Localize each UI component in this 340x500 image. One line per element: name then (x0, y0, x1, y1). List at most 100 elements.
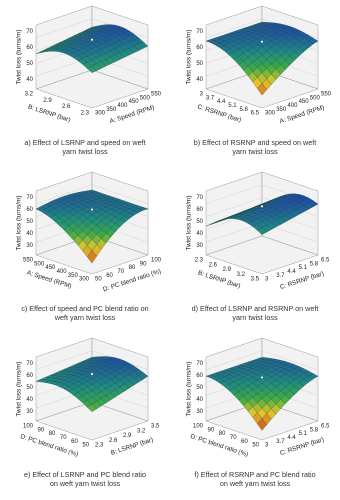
z-tick-label: 60 (26, 373, 33, 379)
z-axis-label: Twist loss (turns/m) (16, 361, 23, 416)
caption: on weft yarn twist loss (220, 479, 291, 488)
right-tick-label: 50 (95, 277, 102, 283)
right-axis-label: C: RSRNP (bar) (279, 270, 325, 291)
right-tick-label: 450 (299, 99, 310, 105)
left-tick-label: 3 (200, 92, 204, 98)
left-tick-label: 300 (79, 277, 90, 283)
z-axis-label: Twist loss (turns/m) (16, 29, 23, 84)
left-tick-label: 60 (71, 439, 78, 445)
design-point (260, 40, 264, 44)
z-tick-label: 40 (26, 77, 33, 83)
z-tick-label: 60 (26, 207, 33, 213)
z-tick-label: 50 (196, 61, 203, 67)
right-tick-label: 6.5 (321, 258, 330, 264)
wall (205, 235, 319, 275)
surface-cell (257, 227, 267, 235)
caption: yarn twist loss (232, 147, 278, 156)
caption: weft yarn twist loss (54, 313, 116, 322)
right-tick-label: 450 (129, 99, 140, 105)
left-tick-label: 2.3 (195, 258, 204, 264)
wall (35, 401, 149, 441)
left-tick-label: 2.6 (209, 262, 218, 268)
left-tick-label: 3.7 (206, 95, 215, 101)
right-tick-label: 80 (129, 265, 136, 271)
right-tick-label: 5.8 (310, 261, 319, 267)
z-axis-label: Twist loss (turns/m) (186, 29, 193, 84)
left-tick-label: 50 (252, 443, 259, 449)
caption: yarn twist loss (62, 147, 108, 156)
right-tick-label: 2.3 (95, 443, 104, 449)
z-tick-label: 70 (196, 29, 203, 35)
left-tick-label: 450 (45, 265, 56, 271)
right-tick-label: 350 (106, 107, 117, 113)
right-tick-label: 4.4 (287, 269, 296, 275)
z-tick-label: 70 (26, 195, 33, 201)
left-tick-label: 100 (193, 424, 204, 430)
right-tick-label: 400 (117, 103, 128, 109)
design-point (90, 208, 94, 212)
right-tick-label: 550 (151, 92, 162, 98)
left-tick-label: 80 (49, 431, 56, 437)
right-tick-label: 3.7 (276, 439, 285, 445)
right-tick-label: 2.6 (109, 438, 118, 444)
caption: yarn twist loss (232, 313, 278, 322)
left-tick-label: 50 (82, 443, 89, 449)
z-tick-label: 30 (26, 243, 33, 249)
z-tick-label: 70 (196, 361, 203, 367)
z-tick-label: 40 (26, 397, 33, 403)
right-tick-label: 5.1 (299, 265, 308, 271)
surface-cell (257, 83, 267, 96)
right-tick-label: 3 (265, 443, 269, 449)
left-tick-label: 5.1 (228, 103, 237, 109)
z-tick-label: 40 (196, 231, 203, 237)
left-tick-label: 2.3 (81, 111, 90, 117)
right-tick-label: 2.9 (123, 433, 132, 439)
right-tick-label: 3.7 (276, 273, 285, 279)
caption: e) Effect of LSRNP and PC blend ratio (24, 470, 146, 479)
surface-cell (87, 66, 97, 73)
right-tick-label: 3.5 (151, 424, 160, 430)
left-tick-label: 80 (219, 431, 226, 437)
wall-grid (205, 350, 319, 370)
left-tick-label: 2.6 (62, 104, 71, 110)
z-tick-label: 60 (196, 45, 203, 51)
left-tick-label: 2.9 (43, 98, 52, 104)
right-tick-label: 550 (321, 92, 332, 98)
caption: f) Effect of RSRNP and PC blend ratio (194, 470, 315, 479)
z-tick-label: 30 (196, 243, 203, 249)
right-tick-label: 6.5 (321, 424, 330, 430)
surface-cell (87, 404, 97, 412)
z-tick-label: 50 (26, 61, 33, 67)
z-tick-label: 70 (26, 29, 33, 35)
left-tick-label: 60 (241, 439, 248, 445)
right-tick-label: 3 (265, 277, 269, 283)
z-tick-label: 60 (26, 45, 33, 51)
right-axis-label: C: RSRNP (bar) (279, 436, 325, 457)
right-tick-label: 300 (95, 111, 106, 117)
right-tick-label: 500 (310, 95, 321, 101)
right-tick-label: 5.1 (299, 431, 308, 437)
left-tick-label: 550 (23, 258, 34, 264)
design-point (260, 204, 264, 208)
z-tick-label: 70 (196, 195, 203, 201)
left-tick-label: 70 (60, 435, 67, 441)
wall-grid (35, 184, 149, 204)
surface-cell (87, 250, 97, 264)
right-tick-label: 400 (287, 103, 298, 109)
left-tick-label: 4.4 (217, 99, 226, 105)
design-point (260, 375, 264, 379)
surface-cell (257, 418, 267, 431)
z-tick-label: 40 (196, 77, 203, 83)
left-tick-label: 90 (208, 427, 215, 433)
z-tick-label: 60 (196, 373, 203, 379)
wall (35, 69, 149, 109)
left-axis-label: B: LSRNP (bar) (197, 270, 241, 290)
left-tick-label: 3.2 (25, 92, 34, 98)
z-tick-label: 30 (26, 409, 33, 415)
right-tick-label: 70 (117, 269, 124, 275)
